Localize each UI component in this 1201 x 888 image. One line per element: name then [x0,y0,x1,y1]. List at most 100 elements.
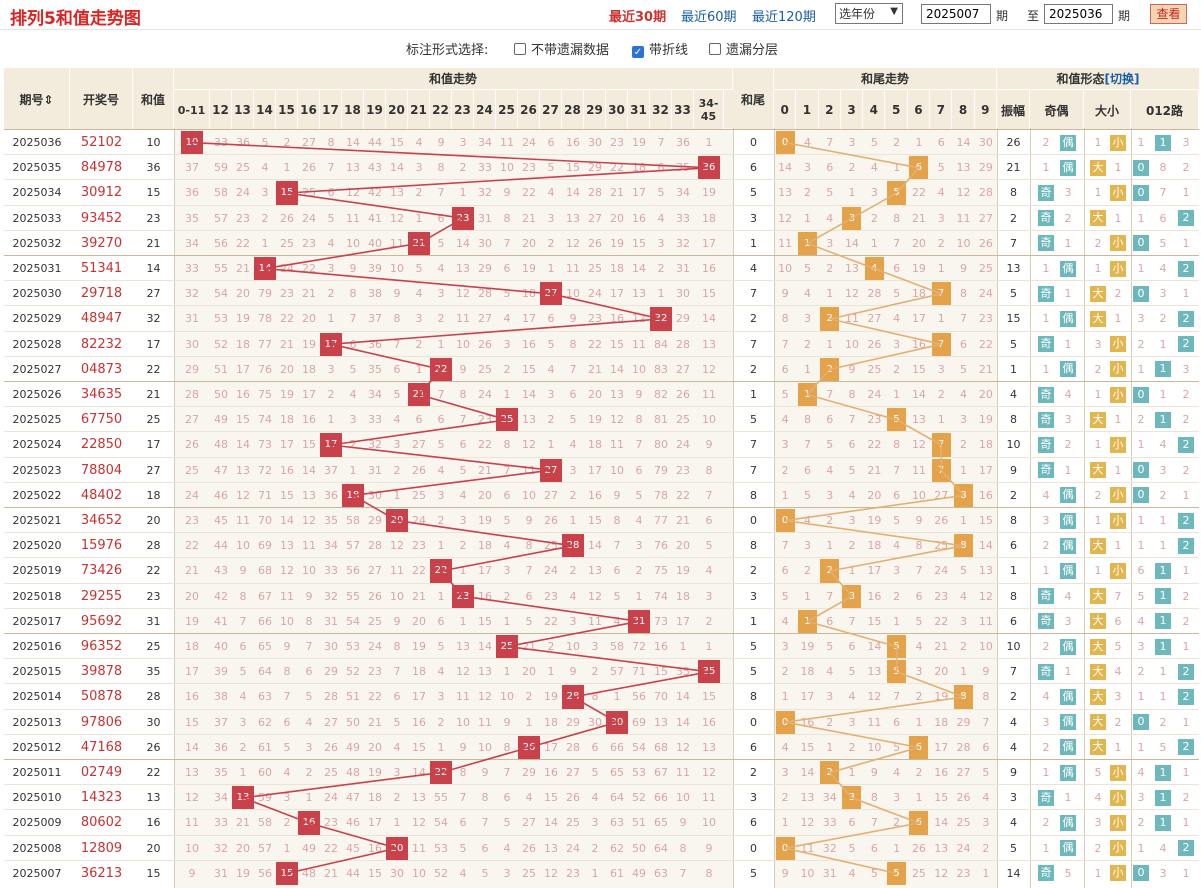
link-recent-60[interactable]: 最近60期 [681,10,737,25]
sum-miss-cell: 12 [236,488,250,502]
tail-miss-cell: 5 [826,438,834,452]
tail-miss-cell: 3 [915,665,923,679]
route-miss: 2 [1182,589,1190,603]
sum-miss-cell: 16 [654,640,668,653]
sum-miss-cell: 52 [632,791,646,805]
tail-miss-cell: 11 [978,614,993,628]
big-small-miss: 1 [1094,438,1102,452]
sum-miss-cell: 5 [525,614,533,628]
tail-ball: 3 [842,206,862,230]
link-recent-30[interactable]: 最近30期 [609,10,667,25]
amplitude-value: 21 [1006,161,1021,175]
tail-ball: 3 [842,584,862,608]
sum-miss-cell: 11 [390,236,404,250]
tail-miss-cell: 33 [822,816,837,830]
tail-miss-cell: 12 [934,866,949,880]
sum-miss-cell: 22 [588,337,602,351]
sum-miss-cell: 32 [324,589,338,603]
tail-miss-cell: 5 [870,866,878,880]
tail-miss-cell: 22 [911,186,926,200]
sum-miss-cell: 80 [654,438,668,452]
route-miss: 2 [1182,463,1190,477]
sum-miss-cell: 23 [676,463,690,477]
sum-miss-cell: 10 [390,589,404,603]
checkbox-layer[interactable] [709,43,721,55]
sum-miss-cell: 23 [610,136,624,149]
issue-header[interactable]: 期号⇕ [4,68,70,130]
sum-miss-cell: 18 [588,438,602,452]
sum-miss-cell: 28 [368,539,382,553]
sum-miss-cell: 9 [635,388,643,401]
odd-even-miss: 3 [1064,614,1072,628]
tail-miss-cell: 7 [893,463,901,477]
end-issue-input[interactable] [1044,4,1113,24]
sum-miss-cell: 10 [566,287,580,301]
sum-value: 36 [146,161,161,175]
query-button[interactable]: 查看 [1150,4,1187,24]
link-recent-120[interactable]: 最近120期 [752,10,816,25]
option-layer[interactable]: 遗漏分层 [709,39,778,58]
sum-miss-cell: 79 [258,287,272,301]
sum-miss-cell: 20 [610,211,624,225]
draw-header: 开奖号 [70,68,133,130]
option-with-line[interactable]: ✓ 带折线 [632,39,688,58]
sum-miss-cell: 49 [214,413,228,427]
sum-miss-cell: 10 [456,337,470,351]
tail-miss-cell: 13 [911,413,926,427]
tail-miss-cell: 1 [781,816,789,830]
sum-miss-cell: 8 [283,665,291,679]
sum-miss-cell: 3 [305,740,313,754]
tail-miss-cell: 3 [803,539,811,553]
draw-number: 22850 [80,437,123,453]
tail-miss-cell: 1 [826,337,834,351]
sum-miss-cell: 12 [632,312,646,326]
checkbox-with-line[interactable]: ✓ [632,46,644,58]
sum-miss-cell: 15 [412,740,426,754]
sum-miss-cell: 29 [522,766,536,779]
sum-miss-cell: 22 [368,690,382,704]
start-issue-input[interactable] [921,4,991,24]
sum-miss-cell: 26 [324,740,338,754]
sum-ball: 23 [452,206,474,230]
tail-miss-cell: 1 [915,791,923,805]
odd-even-miss: 4 [1064,388,1072,401]
sum-miss-cell: 4 [239,690,247,704]
sum-miss-cell: 38 [368,287,382,301]
tail-miss-cell: 2 [937,236,945,250]
tail-miss-cell: 20 [978,388,993,401]
sum-miss-cell: 66 [654,791,668,805]
sum-value: 18 [146,488,161,502]
sum-miss-cell: 31 [214,866,228,880]
tail-miss-cell: 3 [870,186,878,200]
sum-miss-cell: 22 [302,262,316,275]
sum-miss-cell: 8 [635,413,643,427]
tail-value: 6 [750,816,757,830]
checkbox-no-miss[interactable] [514,43,526,55]
sum-value: 17 [146,438,161,452]
draw-number: 96352 [80,639,123,654]
sum-miss-cell: 16 [702,715,716,729]
sum-miss-cell: 26 [522,841,536,855]
switch-link[interactable]: [切换] [1104,72,1140,86]
sum-miss-cell: 11 [302,539,316,553]
draw-number: 29718 [80,286,123,302]
year-select[interactable]: 选年份 ▼ [835,3,903,24]
sum-miss-cell: 1 [635,589,643,603]
tail-miss-cell: 9 [960,262,968,275]
tail-ball: 6 [909,811,929,835]
sum-miss-cell: 19 [610,236,624,250]
sum-miss-cell: 1 [349,463,357,477]
sum-miss-cell: 4 [705,564,713,578]
sum-miss-cell: 44 [368,136,382,149]
sum-miss-cell: 32 [676,236,690,250]
tail-miss-cell: 4 [848,866,856,880]
sum-ball: 17 [320,433,342,457]
option-no-miss[interactable]: 不带遗漏数据 [514,39,609,58]
sum-miss-cell: 6 [327,186,335,200]
sum-col-header: 33 [672,90,694,130]
tail-value: 3 [750,211,757,225]
tail-value: 5 [750,640,757,653]
tail-miss-cell: 16 [978,488,993,502]
tail-value: 6 [750,161,757,175]
route-miss: 1 [1159,388,1167,401]
